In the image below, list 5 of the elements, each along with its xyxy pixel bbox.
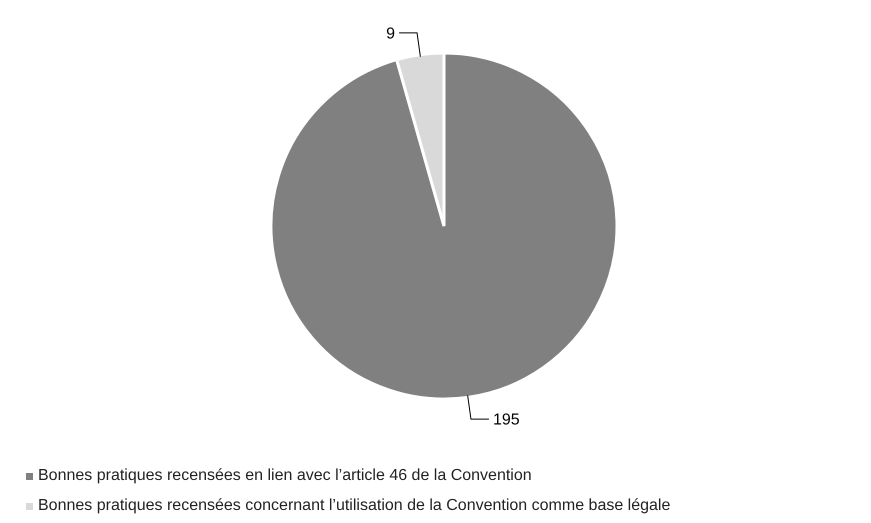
data-label: 9: [386, 25, 396, 42]
pie-slice: [270, 52, 618, 400]
legend-label: Bonnes pratiques recensées en lien avec l’article 46 de la Convention: [38, 467, 532, 485]
data-label: 195: [492, 412, 520, 429]
legend-label: Bonnes pratiques recensées concernant l’utilisation de la Convention comme base légale: [38, 497, 670, 515]
